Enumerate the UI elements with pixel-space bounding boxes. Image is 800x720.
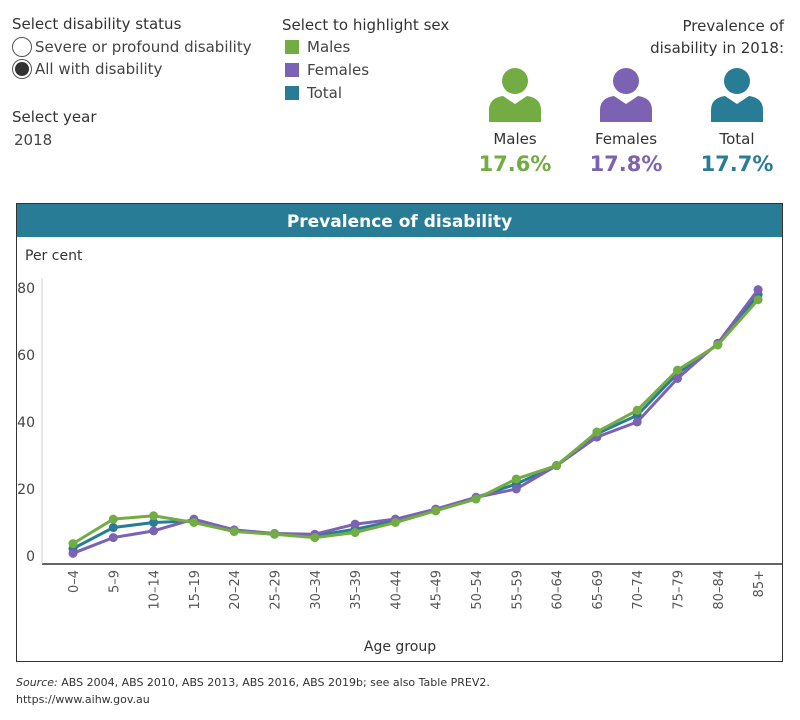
x-tick-label: 85+: [752, 570, 767, 597]
data-point-males: [229, 527, 239, 537]
radio-label: All with disability: [35, 60, 163, 78]
x-tick-label: 75–79: [672, 570, 687, 610]
radio-circle-icon[interactable]: [12, 37, 32, 57]
legend-label: Total: [307, 83, 343, 102]
summary-title: Prevalence of disability in 2018:: [650, 17, 784, 57]
legend-total[interactable]: Total: [285, 81, 369, 104]
sex-title: Select to highlight sex: [282, 16, 450, 34]
stat-total: Total 17.7%: [682, 66, 792, 176]
x-tick-label: 30–34: [309, 570, 324, 610]
stat-males: Males 17.6%: [460, 66, 570, 176]
radio-selected-icon[interactable]: [12, 59, 32, 79]
legend-females[interactable]: Females: [285, 58, 369, 81]
data-point-males: [471, 494, 481, 504]
x-tick-label: 45–49: [430, 570, 445, 610]
series-line-males: [72, 298, 760, 545]
data-point-males: [713, 340, 723, 350]
stat-value: 17.8%: [589, 152, 663, 176]
data-point-females: [632, 417, 642, 427]
person-icon: [600, 68, 652, 122]
y-tick-label: 20: [17, 482, 35, 498]
status-title: Select disability status: [12, 15, 182, 33]
swatch-icon: [285, 85, 299, 100]
x-tick-label: 65–69: [591, 570, 606, 610]
x-tick-label: 60–64: [551, 570, 566, 610]
person-icon: [711, 68, 763, 122]
x-tick-label: 40–44: [389, 570, 404, 610]
swatch-icon: [285, 39, 299, 54]
x-tick-label: 50–54: [470, 570, 485, 610]
radio-all[interactable]: All with disability: [12, 58, 252, 80]
stat-label: Females: [594, 130, 658, 148]
legend-males[interactable]: Males: [285, 35, 369, 58]
x-tick-label: 55–59: [510, 570, 525, 610]
data-point-males: [149, 511, 159, 521]
x-tick-label: 10–14: [148, 570, 163, 610]
data-point-males: [390, 518, 400, 527]
chart-panel: Prevalence of disability Per cent Age gr…: [16, 203, 783, 662]
series-line-total: [72, 293, 760, 550]
x-tick-label: 35–39: [349, 570, 364, 610]
data-point-males: [592, 427, 602, 437]
x-axis-label: Age group: [364, 639, 436, 655]
data-point-males: [189, 518, 199, 527]
year-title: Select year: [12, 108, 97, 126]
data-point-males: [310, 533, 320, 543]
x-tick-label: 20–24: [228, 570, 243, 610]
stat-females: Females 17.8%: [571, 66, 681, 176]
x-tick-label: 5–9: [107, 570, 122, 593]
data-point-females: [753, 285, 763, 295]
data-point-males: [108, 514, 118, 524]
stat-label: Males: [493, 130, 537, 148]
person-icon: [489, 68, 541, 122]
data-point-males: [270, 529, 279, 539]
status-radio-group: Severe or profound disability All with d…: [12, 36, 252, 80]
data-point-females: [673, 373, 682, 383]
sex-legend: Males Females Total: [285, 35, 369, 104]
data-point-males: [68, 539, 78, 549]
x-tick-label: 0–4: [67, 570, 82, 593]
x-tick-label: 70–74: [631, 570, 646, 610]
data-point-total: [108, 523, 118, 533]
legend-label: Males: [307, 37, 351, 56]
data-point-males: [753, 295, 763, 305]
data-point-males: [632, 405, 642, 415]
x-tick-label: 80–84: [712, 570, 727, 610]
source-text: ABS 2004, ABS 2010, ABS 2013, ABS 2016, …: [57, 676, 490, 689]
y-tick-label: 80: [17, 281, 35, 297]
chart-title: Prevalence of disability: [17, 204, 782, 237]
x-tick-label: 15–19: [188, 570, 203, 610]
data-point-females: [68, 548, 78, 558]
stat-value: 17.7%: [700, 152, 774, 176]
series-line-females: [72, 288, 760, 555]
data-point-males: [552, 461, 562, 471]
data-point-females: [511, 484, 521, 494]
y-axis-label: Per cent: [25, 248, 83, 264]
data-point-males: [431, 506, 441, 516]
data-point-females: [350, 519, 360, 529]
source-note: Source: ABS 2004, ABS 2010, ABS 2013, AB…: [16, 676, 490, 689]
y-tick-label: 60: [17, 348, 35, 364]
x-tick-label: 25–29: [269, 570, 284, 610]
year-select[interactable]: 2018: [14, 131, 53, 149]
legend-label: Females: [307, 60, 370, 79]
y-tick-label: 0: [26, 549, 35, 565]
data-point-total: [149, 518, 159, 527]
swatch-icon: [285, 62, 299, 77]
data-point-males: [673, 365, 682, 375]
radio-label: Severe or profound disability: [35, 38, 252, 56]
data-point-females: [108, 533, 118, 543]
stat-label: Total: [719, 130, 755, 148]
aihw-link[interactable]: https://www.aihw.gov.au: [16, 693, 150, 706]
line-chart: Per cent Age group 0 20 40 60 80 0–4 5–9 10–14 1…: [17, 248, 782, 655]
stat-value: 17.6%: [478, 152, 552, 176]
source-label: Source:: [16, 676, 58, 689]
data-point-males: [350, 528, 360, 538]
radio-severe[interactable]: Severe or profound disability: [12, 36, 252, 58]
y-tick-label: 40: [17, 415, 35, 431]
data-point-males: [511, 474, 521, 484]
data-point-females: [149, 526, 159, 536]
